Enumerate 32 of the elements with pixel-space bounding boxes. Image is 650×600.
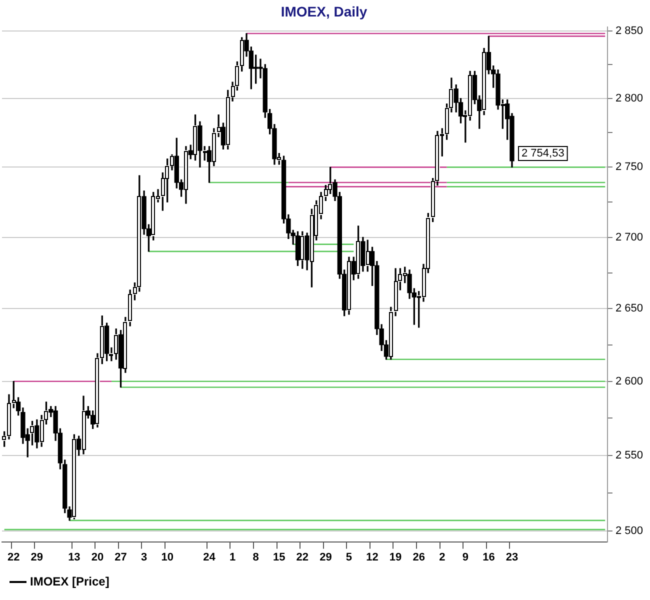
y-tick-label: 2 750 — [615, 161, 644, 174]
x-tick-label: 29 — [30, 551, 44, 564]
x-tick-label: 16 — [482, 551, 495, 564]
y-tick-label: 2 800 — [615, 92, 644, 104]
y-tick-label: 2 600 — [615, 375, 644, 388]
y-tick-label: 2 700 — [615, 231, 644, 244]
x-tick-label: 15 — [272, 551, 286, 564]
x-tick-label: 8 — [252, 551, 259, 564]
x-tick-label: 13 — [68, 551, 80, 564]
x-tick-label: 27 — [114, 551, 127, 564]
x-tick-label: 19 — [389, 551, 402, 564]
x-tick-label: 9 — [462, 551, 468, 564]
x-tick-label: 22 — [8, 551, 20, 564]
y-tick-label: 2 850 — [615, 24, 644, 37]
x-tick-label: 5 — [346, 551, 352, 564]
annotation: 2 754,53 — [522, 148, 564, 160]
legend-label: IMOEX [Price] — [30, 574, 110, 588]
x-tick-label: 3 — [140, 551, 148, 564]
x-tick-label: 1 — [229, 551, 236, 564]
y-tick-label: 2 650 — [615, 302, 644, 315]
x-tick-label: 10 — [161, 551, 174, 564]
x-tick-label: 24 — [203, 551, 216, 564]
x-tick-label: 2 — [439, 551, 446, 564]
x-tick-label: 20 — [91, 551, 104, 564]
x-tick-label: 22 — [296, 551, 309, 564]
chart-title: IMOEX, Daily — [280, 3, 368, 20]
x-tick-label: 29 — [320, 551, 332, 564]
x-tick-label: 23 — [506, 551, 518, 564]
y-tick-label: 2 500 — [615, 525, 644, 538]
y-tick-label: 2 550 — [615, 450, 644, 462]
x-tick-label: 12 — [366, 551, 378, 564]
x-tick-label: 26 — [412, 551, 425, 564]
